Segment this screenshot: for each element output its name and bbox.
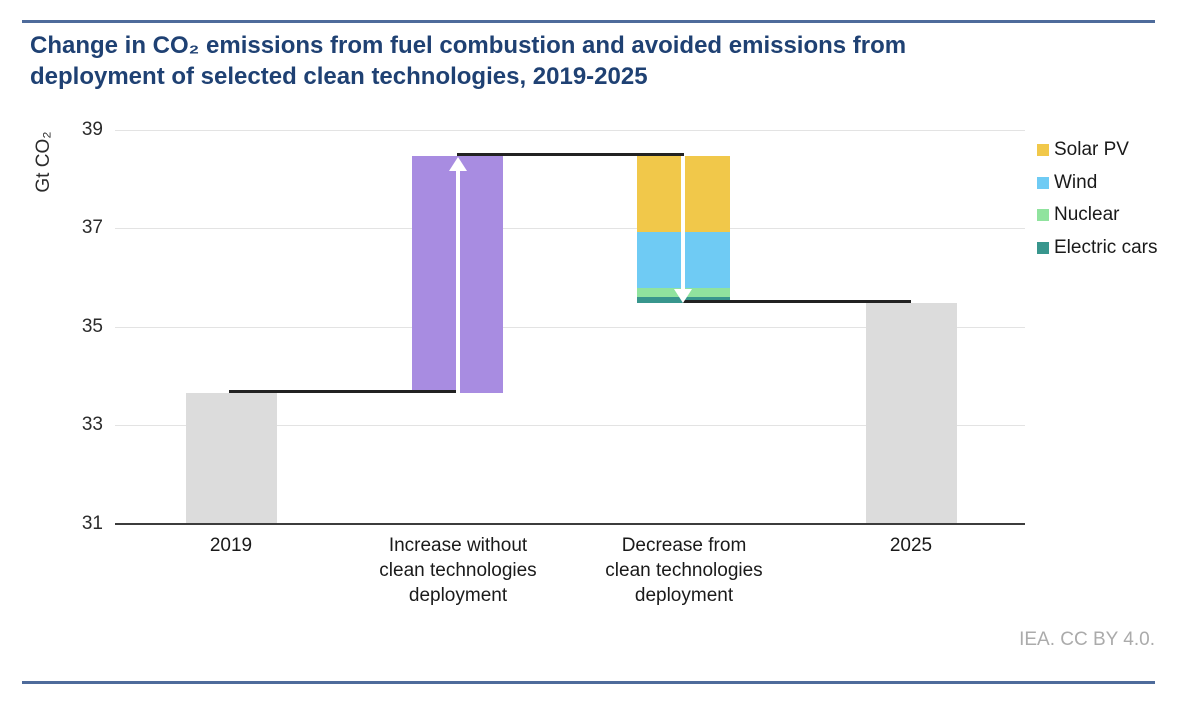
gridline-37 bbox=[115, 228, 1025, 229]
bar-2025 bbox=[866, 303, 957, 523]
top-divider bbox=[22, 20, 1155, 23]
legend-swatch-wind bbox=[1037, 177, 1049, 189]
x-axis-baseline bbox=[115, 523, 1025, 525]
y-tick-label-33: 33 bbox=[81, 414, 103, 435]
connector-line-2025-level bbox=[683, 300, 911, 303]
legend-item-nuclear: Nuclear bbox=[1037, 204, 1119, 226]
legend-label-solar-pv: Solar PV bbox=[1054, 139, 1129, 160]
legend-item-wind: Wind bbox=[1037, 172, 1097, 194]
y-tick-label-31: 31 bbox=[81, 513, 103, 534]
bottom-divider bbox=[22, 681, 1155, 684]
connector-line-peak-level bbox=[457, 153, 684, 156]
y-tick-label-39: 39 bbox=[81, 119, 103, 140]
x-tick-label-increase: Increase without clean technologies depl… bbox=[379, 535, 537, 606]
gridline-35 bbox=[115, 327, 1025, 328]
legend-label-wind: Wind bbox=[1054, 172, 1098, 193]
down-arrow-icon bbox=[674, 289, 692, 303]
legend-swatch-solar-pv bbox=[1037, 144, 1049, 156]
x-tick-label-decrease: Decrease from clean technologies deploym… bbox=[605, 535, 763, 606]
y-tick-label-35: 35 bbox=[81, 316, 103, 337]
gridline-33 bbox=[115, 425, 1025, 426]
legend-label-electric-cars: Electric cars bbox=[1054, 237, 1158, 258]
legend-item-electric-cars: Electric cars bbox=[1037, 237, 1157, 259]
legend-item-solar-pv: Solar PV bbox=[1037, 139, 1129, 161]
legend-swatch-nuclear bbox=[1037, 209, 1049, 221]
gridline-39 bbox=[115, 130, 1025, 131]
bar-2019 bbox=[186, 393, 277, 523]
up-arrow-icon bbox=[449, 157, 467, 171]
y-tick-label-37: 37 bbox=[81, 217, 103, 238]
y-axis-label: Gt CO₂ bbox=[33, 131, 54, 193]
legend-label-nuclear: Nuclear bbox=[1054, 204, 1120, 225]
page-title: Change in CO₂ emissions from fuel combus… bbox=[30, 32, 907, 90]
legend-swatch-electric-cars bbox=[1037, 242, 1049, 254]
x-tick-label-2019: 2019 bbox=[209, 535, 253, 556]
connector-line-2019-level bbox=[229, 390, 458, 393]
up-arrow-shaft bbox=[456, 168, 460, 393]
x-tick-label-2025: 2025 bbox=[889, 535, 933, 556]
source-credit: IEA. CC BY 4.0. bbox=[1019, 629, 1155, 650]
down-arrow-shaft bbox=[681, 156, 685, 290]
